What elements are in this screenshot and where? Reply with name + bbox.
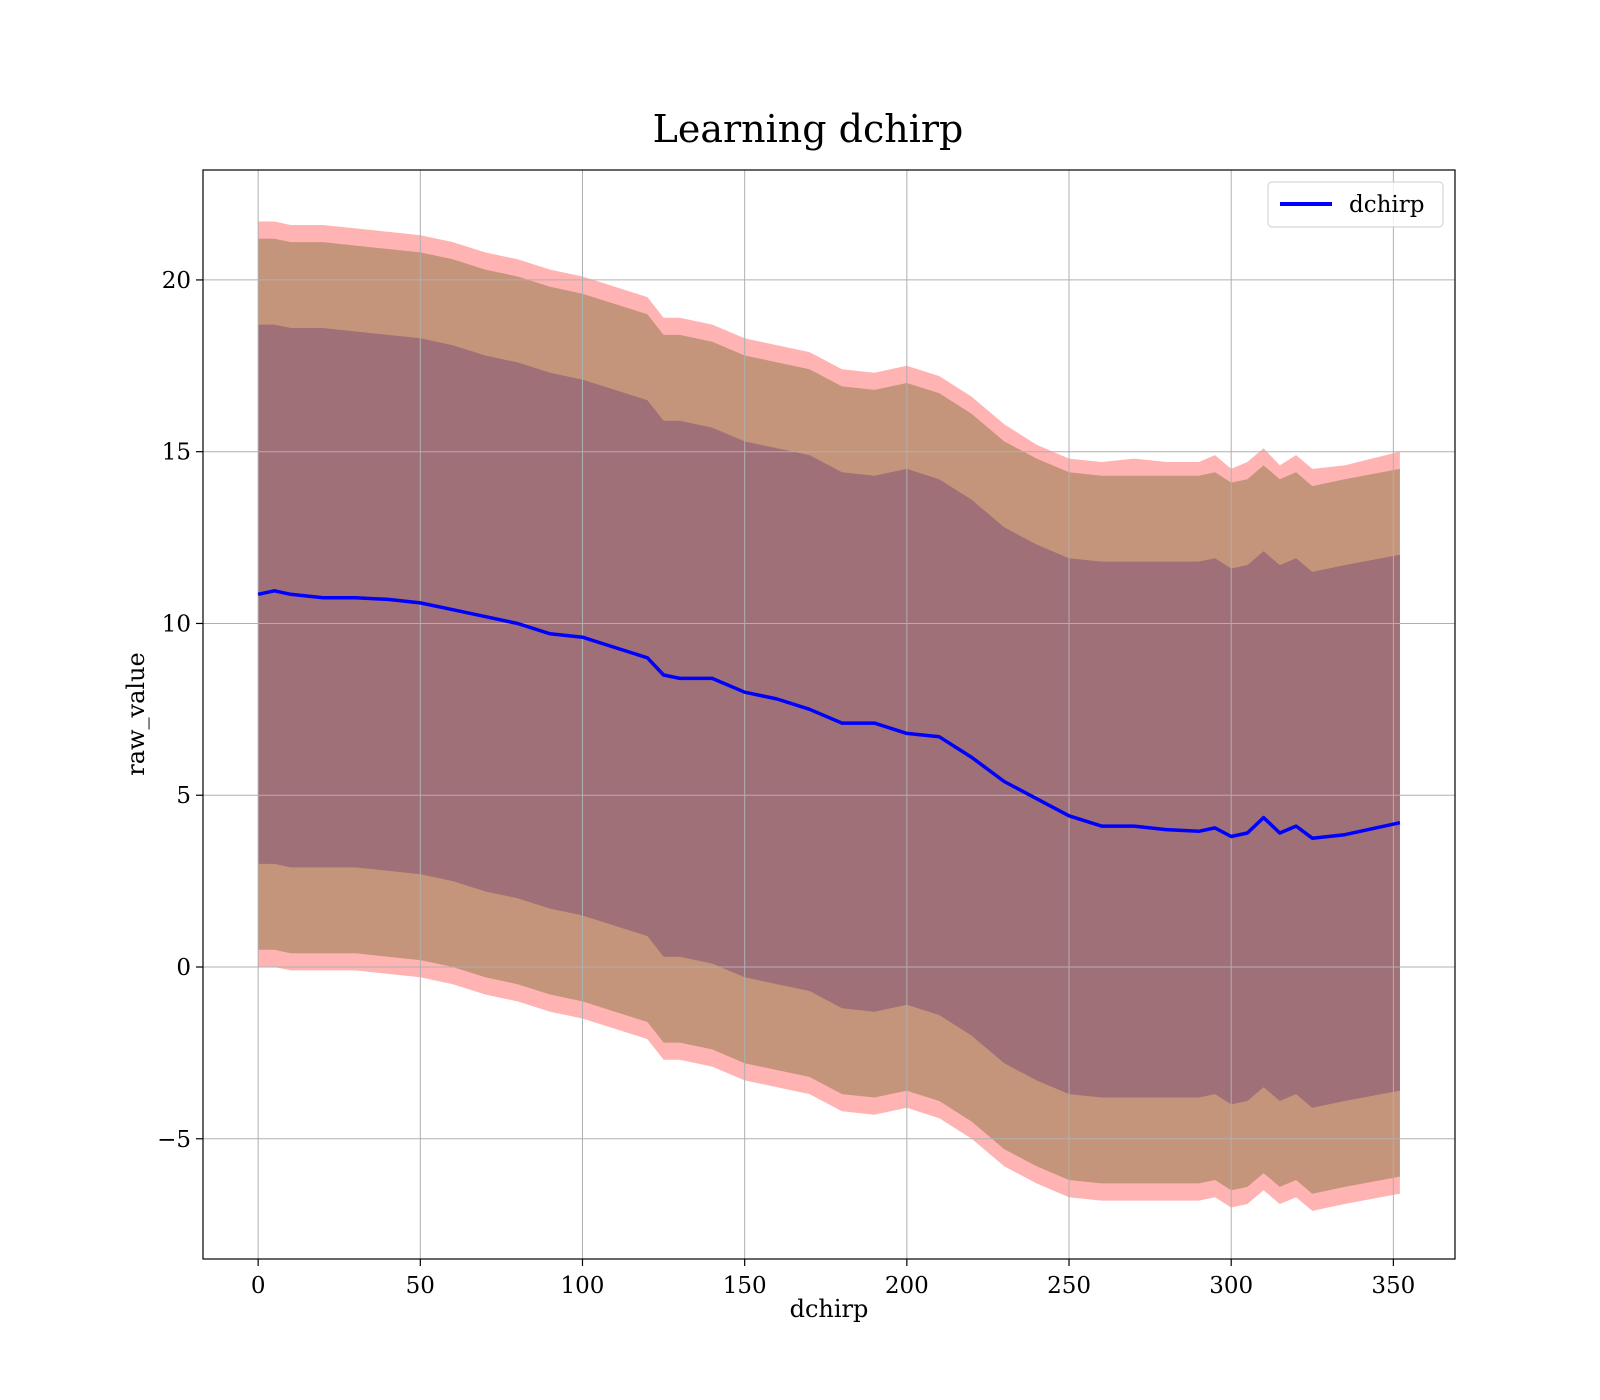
series-layer — [257, 589, 1401, 840]
x-tick-label: 150 — [723, 1273, 767, 1299]
x-tick-label: 50 — [406, 1273, 435, 1299]
x-axis-ticks: 0 50 100 150 200 250 300 350 — [251, 1259, 1415, 1299]
series-line-dchirp — [257, 589, 1401, 840]
x-tick-label: 200 — [885, 1273, 929, 1299]
x-axis-label: dchirp — [790, 1295, 869, 1323]
y-tick-label: 5 — [176, 783, 191, 809]
y-tick-label: 20 — [162, 268, 191, 294]
chart-title: Learning dchirp — [653, 107, 964, 151]
y-tick-label: −5 — [157, 1127, 191, 1153]
x-tick-label: 0 — [251, 1273, 266, 1299]
grid-lines — [203, 170, 1455, 1259]
x-tick-label: 100 — [561, 1273, 605, 1299]
legend-box — [1267, 181, 1444, 228]
y-axis-ticks: −5 0 5 10 15 20 — [157, 268, 203, 1153]
x-tick-label: 250 — [1047, 1273, 1091, 1299]
y-axis-label: raw_value — [122, 652, 150, 776]
plot-area — [202, 169, 1456, 1260]
axes-frame — [202, 169, 1456, 1260]
legend-label-dchirp: dchirp — [1349, 192, 1425, 218]
y-tick-label: 0 — [176, 955, 191, 981]
x-tick-label: 350 — [1371, 1273, 1415, 1299]
legend: dchirp — [1267, 181, 1444, 228]
y-tick-label: 15 — [162, 440, 191, 466]
y-tick-label: 10 — [162, 611, 191, 637]
x-tick-label: 300 — [1209, 1273, 1253, 1299]
